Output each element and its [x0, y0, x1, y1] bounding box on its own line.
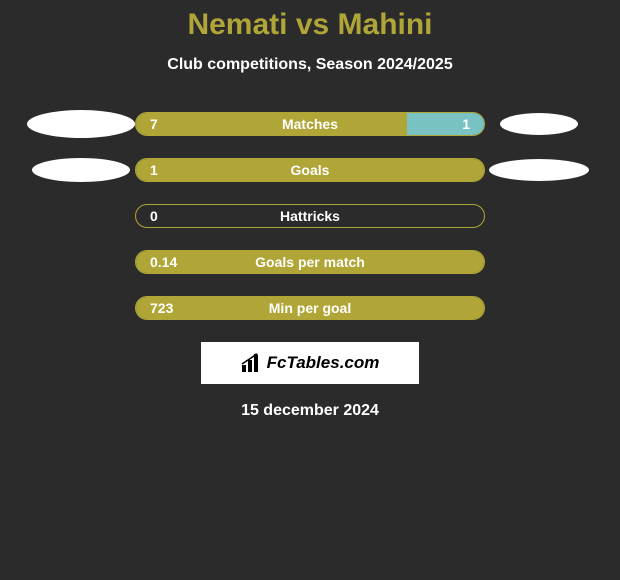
stat-label: Min per goal: [269, 300, 351, 316]
stat-row: 0.14 Goals per match: [0, 250, 620, 274]
stat-label: Goals per match: [255, 254, 365, 270]
stats-infographic: Nemati vs Mahini Club competitions, Seas…: [0, 0, 620, 420]
orb-left: [32, 158, 130, 182]
stat-label: Goals: [291, 162, 330, 178]
bar-fill-right: [407, 113, 484, 135]
stat-bar: 1 Goals: [135, 158, 485, 182]
value-left: 1: [150, 162, 158, 178]
value-left: 0.14: [150, 254, 177, 270]
stat-row: 7 1 Matches: [0, 112, 620, 136]
value-left: 723: [150, 300, 173, 316]
logo-box: FcTables.com: [201, 342, 419, 384]
stat-bar: 0 Hattricks: [135, 204, 485, 228]
stat-row: 0 Hattricks: [0, 204, 620, 228]
orb-right-cell: [485, 159, 593, 181]
orb-left-cell: [27, 110, 135, 138]
stat-bar: 7 1 Matches: [135, 112, 485, 136]
stat-row: 723 Min per goal: [0, 296, 620, 320]
stat-row: 1 Goals: [0, 158, 620, 182]
stat-bar: 723 Min per goal: [135, 296, 485, 320]
stat-bar: 0.14 Goals per match: [135, 250, 485, 274]
bar-chart-icon: [241, 353, 263, 373]
stats-rows: 7 1 Matches 1 Goals 0 Hattricks 0.14 Goals per m…: [0, 112, 620, 320]
orb-left-cell: [27, 158, 135, 182]
subtitle: Club competitions, Season 2024/2025: [0, 56, 620, 74]
orb-left: [27, 110, 135, 138]
value-left: 0: [150, 208, 158, 224]
value-left: 7: [150, 116, 158, 132]
date-text: 15 december 2024: [0, 402, 620, 420]
logo-text: FcTables.com: [267, 353, 380, 373]
stat-label: Hattricks: [280, 208, 340, 224]
bar-fill-left: [136, 113, 407, 135]
orb-right: [489, 159, 589, 181]
value-right: 1: [462, 116, 470, 132]
stat-label: Matches: [282, 116, 338, 132]
orb-right-cell: [485, 113, 593, 135]
orb-right: [500, 113, 578, 135]
page-title: Nemati vs Mahini: [0, 8, 620, 42]
